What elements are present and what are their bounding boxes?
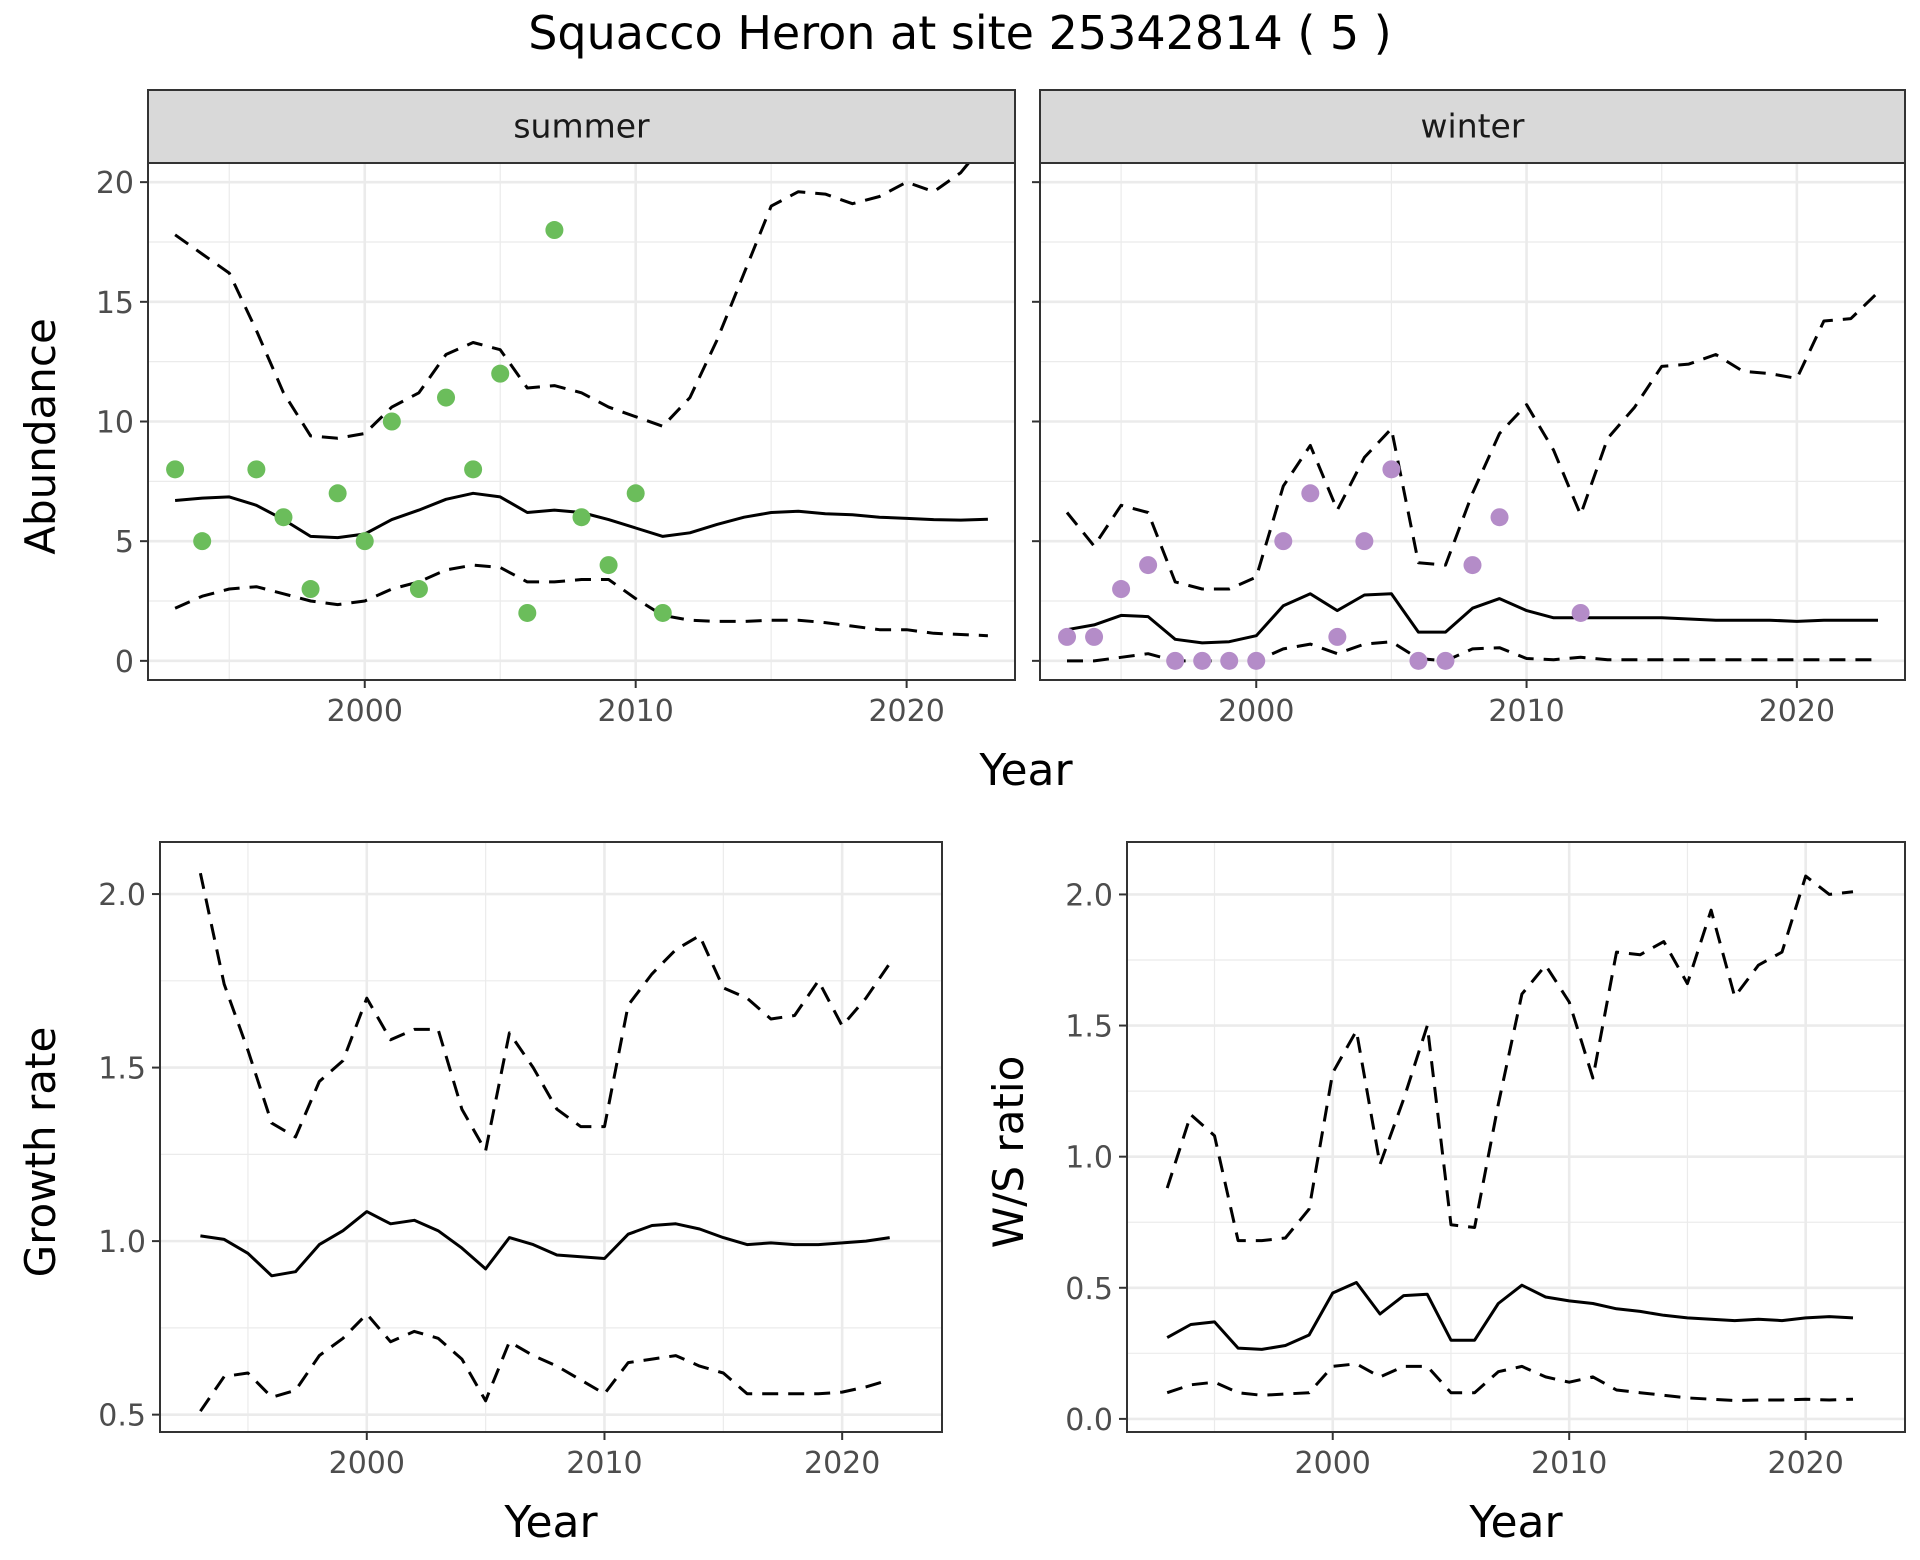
data-point bbox=[355, 532, 374, 551]
x-tick-label: 2000 bbox=[329, 1446, 405, 1481]
data-point bbox=[1382, 460, 1401, 479]
y-tick-label: 1.5 bbox=[1065, 1010, 1113, 1045]
data-point bbox=[1085, 627, 1104, 646]
data-point bbox=[1112, 580, 1131, 599]
facet-label: summer bbox=[513, 107, 650, 146]
data-point bbox=[599, 556, 618, 575]
x-tick-label: 2000 bbox=[1218, 694, 1294, 729]
data-point bbox=[626, 484, 645, 503]
data-point bbox=[1166, 651, 1185, 670]
y-axis-title: W/S ratio bbox=[984, 1056, 1033, 1249]
x-axis-title: Year bbox=[503, 1497, 598, 1548]
data-point bbox=[1274, 532, 1293, 551]
data-point bbox=[1301, 484, 1320, 503]
y-tick-label: 20 bbox=[96, 166, 134, 201]
data-point bbox=[491, 364, 510, 383]
data-point bbox=[1490, 508, 1509, 527]
y-axis-title: Abundance bbox=[16, 318, 65, 555]
y-tick-label: 0.0 bbox=[1065, 1403, 1113, 1438]
y-tick-label: 0.5 bbox=[1065, 1272, 1113, 1307]
y-tick-label: 2.0 bbox=[98, 878, 146, 913]
data-point bbox=[1409, 651, 1428, 670]
panel-ratio bbox=[1119, 841, 1906, 1440]
data-point bbox=[409, 580, 428, 599]
data-point bbox=[193, 532, 212, 551]
x-tick-label: 2010 bbox=[1531, 1446, 1607, 1481]
x-tick-label: 2020 bbox=[868, 694, 944, 729]
y-axis-title: Growth rate bbox=[16, 1027, 65, 1278]
panel-growth bbox=[152, 841, 943, 1440]
series-line-estimate bbox=[200, 1210, 890, 1278]
data-point bbox=[572, 508, 591, 527]
data-point bbox=[437, 388, 456, 407]
x-tick-label: 2020 bbox=[804, 1446, 880, 1481]
data-point bbox=[247, 460, 266, 479]
x-tick-label: 2010 bbox=[566, 1446, 642, 1481]
x-axis-title: Year bbox=[978, 745, 1073, 796]
data-point bbox=[1058, 627, 1077, 646]
data-point bbox=[1355, 532, 1374, 551]
x-axis-title: Year bbox=[1468, 1497, 1563, 1548]
data-point bbox=[545, 221, 564, 240]
data-point bbox=[1193, 651, 1212, 670]
y-tick-label: 0.5 bbox=[98, 1399, 146, 1434]
data-point bbox=[166, 460, 185, 479]
data-point bbox=[1328, 627, 1347, 646]
x-tick-label: 2010 bbox=[598, 694, 674, 729]
data-point bbox=[1571, 603, 1590, 622]
series-line-lower bbox=[1166, 1362, 1854, 1402]
panel-abundance-winter bbox=[1032, 89, 1906, 688]
facet-strip bbox=[147, 89, 1016, 164]
facet-strip bbox=[1039, 89, 1906, 164]
data-point bbox=[518, 603, 537, 622]
series-line-lower bbox=[174, 563, 988, 638]
panel-abundance-summer bbox=[140, 89, 1016, 688]
data-point bbox=[274, 508, 293, 527]
data-point bbox=[301, 580, 320, 599]
series-line-estimate bbox=[1066, 592, 1878, 645]
y-tick-label: 1.5 bbox=[98, 1052, 146, 1087]
data-point bbox=[382, 412, 401, 431]
series-line-lower bbox=[1067, 640, 1878, 663]
x-tick-label: 2010 bbox=[1488, 694, 1564, 729]
series-line-estimate bbox=[1166, 1281, 1854, 1351]
data-point bbox=[328, 484, 347, 503]
data-point bbox=[1436, 651, 1455, 670]
series-line-upper bbox=[1165, 874, 1854, 1243]
data-point bbox=[1247, 651, 1266, 670]
facet-label: winter bbox=[1421, 107, 1525, 146]
panel-border bbox=[1126, 841, 1906, 1433]
series-line-upper bbox=[198, 872, 891, 1153]
data-point bbox=[653, 603, 672, 622]
x-tick-label: 2000 bbox=[327, 694, 403, 729]
y-tick-label: 1.0 bbox=[1065, 1141, 1113, 1176]
x-tick-label: 2020 bbox=[1759, 694, 1835, 729]
x-tick-label: 2000 bbox=[1295, 1446, 1371, 1481]
panel-border bbox=[159, 841, 943, 1433]
data-point bbox=[1463, 556, 1482, 575]
series-line-upper bbox=[1065, 291, 1880, 591]
y-tick-label: 15 bbox=[96, 286, 134, 321]
x-tick-label: 2020 bbox=[1768, 1446, 1844, 1481]
y-tick-label: 2.0 bbox=[1065, 878, 1113, 913]
y-tick-label: 1.0 bbox=[98, 1225, 146, 1260]
y-tick-label: 0 bbox=[115, 645, 134, 680]
data-point bbox=[464, 460, 483, 479]
y-tick-label: 5 bbox=[115, 525, 134, 560]
series-line-upper bbox=[174, 138, 990, 440]
series-line-lower bbox=[199, 1312, 891, 1413]
data-point bbox=[1220, 651, 1239, 670]
plot-title: Squacco Heron at site 25342814 ( 5 ) bbox=[528, 6, 1392, 60]
data-point bbox=[1139, 556, 1158, 575]
y-tick-label: 10 bbox=[96, 406, 134, 441]
